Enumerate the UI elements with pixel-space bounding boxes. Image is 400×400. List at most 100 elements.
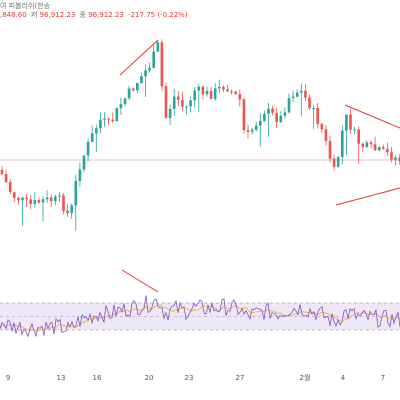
x-tick-label: 23 [185, 374, 194, 382]
candle [54, 194, 57, 205]
candle [181, 92, 184, 112]
candle-body [136, 83, 139, 91]
x-axis: 9 13 16 20 23 27 2월 4 7 [6, 373, 385, 382]
candle-body [62, 195, 65, 211]
candle-body [90, 133, 94, 142]
candle [156, 39, 160, 52]
candle [115, 107, 119, 122]
candle [238, 89, 242, 107]
candle-body [336, 156, 340, 167]
candle [37, 197, 41, 204]
candle-body [300, 90, 303, 93]
x-tick-label: 13 [57, 374, 66, 382]
candle-body [291, 96, 295, 99]
candle-body [254, 125, 258, 130]
candle-body [111, 119, 114, 122]
candle [201, 85, 205, 100]
candle [21, 197, 24, 226]
candle [300, 83, 303, 117]
candle [234, 91, 237, 95]
candle-body [156, 42, 160, 52]
candle [357, 126, 360, 165]
candle-body [361, 143, 365, 147]
candle-body [283, 112, 287, 116]
candle-body [386, 148, 389, 153]
candle-body [193, 90, 196, 101]
price-pane [0, 39, 400, 231]
candle-body [78, 169, 82, 181]
candle-body [205, 91, 209, 95]
candle-body [250, 129, 254, 132]
rsi-line [0, 295, 400, 338]
candle [304, 83, 307, 102]
candle [271, 105, 274, 116]
candle-body [103, 118, 106, 120]
candle [127, 85, 131, 101]
candle-body [41, 199, 45, 203]
candle [58, 192, 61, 202]
x-tick-label: 27 [236, 374, 245, 382]
candle-body [271, 108, 274, 113]
candle-body [127, 88, 131, 99]
candle-body [357, 129, 360, 144]
candle-body [8, 182, 12, 193]
candle [349, 108, 352, 135]
candle [0, 165, 4, 175]
candle [283, 107, 287, 119]
candle-body [373, 144, 377, 151]
candle [99, 112, 102, 133]
ohlc-low-value: 96,912.23 [40, 11, 76, 19]
ohlc-low-label: 저 [31, 10, 37, 19]
candle-body [349, 114, 352, 130]
x-tick-label: 16 [93, 374, 102, 382]
candle-body [267, 108, 270, 114]
candle-body [308, 97, 311, 109]
candle-body [172, 96, 176, 109]
candle-body [119, 104, 123, 109]
candle-body [324, 129, 328, 141]
candle [41, 196, 45, 222]
candle [25, 194, 28, 207]
candle [33, 192, 37, 208]
candle-body [185, 106, 188, 108]
chart-title-fragment: 여 피볼리쉬(한송 [0, 1, 51, 10]
candle-body [377, 147, 381, 151]
candle [345, 114, 348, 156]
candle-body [58, 195, 61, 197]
candle-body [160, 42, 164, 87]
candle [287, 93, 291, 114]
candle [250, 127, 254, 135]
rsi-divergence-trendline [121, 269, 159, 293]
candle-body [33, 200, 37, 204]
candle [242, 97, 246, 134]
candle-body [369, 142, 373, 145]
candle-body [341, 130, 344, 157]
candle [119, 97, 123, 115]
candle-body [332, 158, 336, 167]
triangle-upper-trendline [344, 104, 400, 129]
candle [172, 88, 176, 116]
x-tick-label: 4 [341, 374, 346, 382]
candle [131, 87, 135, 92]
candle-body [0, 170, 4, 175]
candle-body [144, 70, 147, 77]
candle [336, 156, 340, 168]
candle-body [37, 200, 41, 203]
candle-body [148, 67, 151, 71]
candle-body [201, 86, 205, 95]
candle [197, 83, 201, 113]
candle [209, 86, 213, 100]
x-tick-label: 2월 [300, 373, 311, 382]
candle-body [115, 108, 119, 122]
candle-body [131, 88, 135, 91]
candle [275, 107, 278, 129]
candle-body [95, 128, 98, 134]
candle [230, 89, 233, 95]
candle [320, 122, 324, 134]
candle [90, 125, 94, 142]
candle-body [312, 108, 315, 110]
candle [17, 196, 20, 205]
candle-body [394, 157, 397, 160]
candle-body [295, 92, 299, 97]
candle-body [99, 119, 102, 129]
